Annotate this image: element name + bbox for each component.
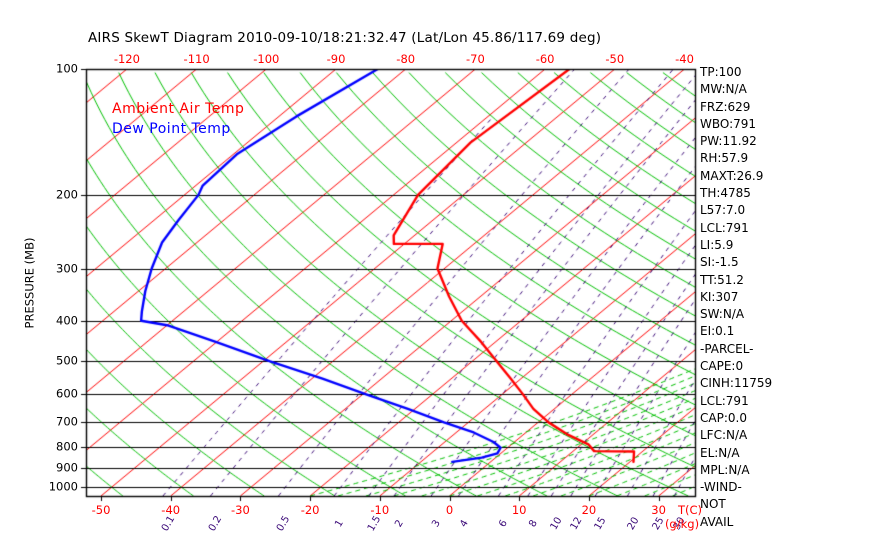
skewt-diagram-page: AIRS SkewT Diagram 2010-09-10/18:21:32.4… [0, 0, 870, 560]
skewt-plot-canvas [0, 0, 870, 560]
